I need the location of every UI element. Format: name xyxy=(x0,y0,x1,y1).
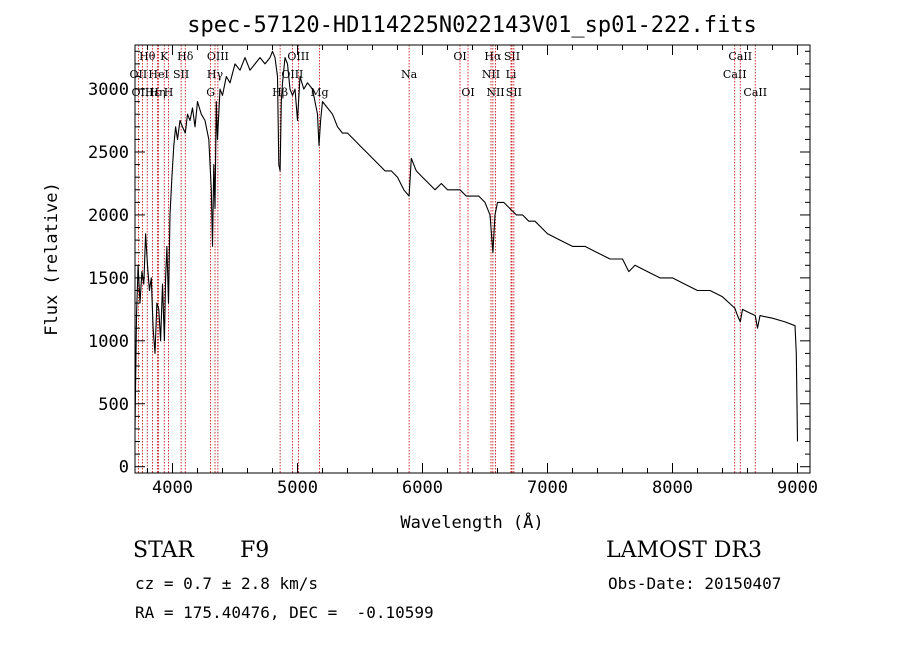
line-label: Mg xyxy=(310,86,328,99)
line-label: G xyxy=(206,86,215,99)
line-label: SII xyxy=(504,50,520,63)
line-label: HeI xyxy=(148,68,168,81)
line-label: NII xyxy=(486,86,504,99)
survey-name: LAMOST DR3 xyxy=(606,538,762,563)
y-tick-label: 500 xyxy=(98,395,129,415)
line-label: Hα xyxy=(484,50,502,63)
line-label: OI xyxy=(453,50,466,63)
observation-date: Obs-Date: 20150407 xyxy=(608,574,782,593)
plot-frame xyxy=(134,44,811,474)
line-label: Hβ xyxy=(272,86,288,99)
line-label: Hθ xyxy=(139,50,156,63)
redshift-velocity: cz = 0.7 ± 2.8 km/s xyxy=(135,574,319,593)
line-label: Na xyxy=(401,68,418,81)
y-tick-label: 2000 xyxy=(88,206,129,226)
x-tick-label: 6000 xyxy=(402,478,443,498)
line-label: Hε xyxy=(145,86,161,99)
line-label: OI xyxy=(461,86,474,99)
line-label: H xyxy=(164,86,174,99)
y-tick-label: 1500 xyxy=(88,269,129,289)
line-label: Hη xyxy=(149,86,165,99)
line-label: SII xyxy=(173,68,189,81)
object-subclass: F9 xyxy=(240,538,270,563)
line-label: K xyxy=(160,50,169,63)
y-axis-label: Flux (relative) xyxy=(42,182,62,336)
line-label: CaII xyxy=(728,50,752,63)
x-tick-label: 9000 xyxy=(777,478,818,498)
y-tick-label: 3000 xyxy=(88,80,129,100)
line-label: CaII xyxy=(723,68,747,81)
spectrum-line xyxy=(134,50,799,442)
line-label: SII xyxy=(506,86,522,99)
line-label: Hγ xyxy=(207,68,224,81)
object-class: STAR xyxy=(133,538,194,563)
x-axis-label: Wavelength (Å) xyxy=(400,511,543,533)
line-label: NII xyxy=(482,68,500,81)
x-tick-label: 8000 xyxy=(652,478,693,498)
line-label: OIII xyxy=(207,50,229,63)
line-label: OII xyxy=(130,68,148,81)
line-label: OIII xyxy=(287,50,309,63)
line-label: OIII xyxy=(281,68,303,81)
line-label: CaII xyxy=(743,86,767,99)
y-tick-label: 2500 xyxy=(88,143,129,163)
y-tick-label: 1000 xyxy=(88,332,129,352)
line-label: Hδ xyxy=(177,50,194,63)
x-tick-label: 4000 xyxy=(152,478,193,498)
line-label: Li xyxy=(506,68,517,81)
chart-title: spec-57120-HD114225N022143V01_sp01-222.f… xyxy=(187,13,757,38)
x-tick-label: 5000 xyxy=(277,478,318,498)
y-tick-label: 0 xyxy=(119,458,129,478)
x-tick-label: 7000 xyxy=(527,478,568,498)
ra-dec-coordinates: RA = 175.40476, DEC = -0.10599 xyxy=(135,603,434,622)
